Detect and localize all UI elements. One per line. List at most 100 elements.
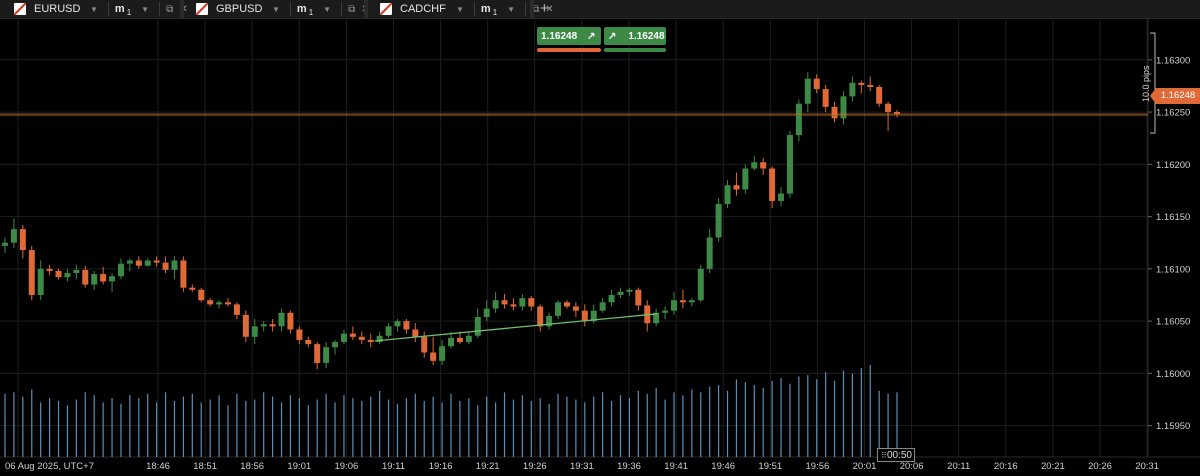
candle xyxy=(91,270,98,290)
tab-symbol: CADCHF xyxy=(400,3,446,15)
time-tick-label: 20:06 xyxy=(900,461,924,472)
timeframe-label[interactable]: m xyxy=(114,3,125,15)
sell-button[interactable]: 1.16248 ↗ xyxy=(537,27,601,45)
candle-body xyxy=(216,302,223,305)
candle-body xyxy=(278,312,285,327)
chevron-down-icon[interactable]: ▼ xyxy=(141,4,150,14)
candle xyxy=(492,291,499,313)
time-tick-label: 20:01 xyxy=(853,461,877,472)
candle-body xyxy=(474,316,481,336)
candle-body xyxy=(786,135,793,194)
candle xyxy=(572,302,579,317)
candle-body xyxy=(849,82,856,97)
price-tick-label: 1.15950 xyxy=(1156,421,1190,432)
candle xyxy=(858,80,865,94)
chevron-down-icon[interactable]: ▼ xyxy=(90,4,98,14)
tab-gbpusd[interactable]: GBPUSD ▼ m 1 ▼ ⧉ ✕ xyxy=(196,0,376,18)
candle-body xyxy=(662,310,669,313)
candle xyxy=(599,298,606,313)
candle xyxy=(885,101,892,131)
candle-body xyxy=(795,103,802,136)
candle-body xyxy=(885,103,892,113)
candle-body xyxy=(572,306,579,311)
chart-tabbar: EURUSD ▼ m 1 ▼ ⧉ ✕ GBPUSD ▼ m 1 ▼ ⧉ ✕ CA… xyxy=(0,0,1200,19)
chevron-down-icon[interactable]: ▼ xyxy=(507,4,516,14)
candle xyxy=(323,342,330,369)
candle xyxy=(430,336,437,366)
chevron-down-icon[interactable]: ▼ xyxy=(323,4,332,14)
candle xyxy=(28,245,35,301)
candle xyxy=(64,268,71,282)
candle-body xyxy=(590,310,597,322)
candle xyxy=(688,298,695,307)
price-tick-label: 1.16250 xyxy=(1156,108,1190,119)
chevron-down-icon[interactable]: ▼ xyxy=(272,4,280,14)
candle xyxy=(671,291,677,315)
candle xyxy=(662,306,669,320)
candle xyxy=(786,130,793,198)
chevron-down-icon[interactable]: ▼ xyxy=(456,4,464,14)
candle-body xyxy=(91,274,98,285)
candle-body xyxy=(394,321,401,327)
candle xyxy=(162,256,169,274)
candle xyxy=(519,293,526,311)
current-price-tag: 1.16248 xyxy=(1150,88,1200,104)
symbol-flag-icon xyxy=(196,3,208,15)
candle-body xyxy=(831,106,838,119)
candle xyxy=(242,310,249,343)
candle-body xyxy=(349,333,356,337)
time-tick-label: 19:36 xyxy=(617,461,641,472)
candle xyxy=(483,300,490,322)
candle-body xyxy=(269,324,276,327)
candle xyxy=(135,256,142,269)
candle xyxy=(742,164,749,194)
candle-body xyxy=(483,308,490,317)
candle xyxy=(813,74,820,94)
time-tick-label: 19:41 xyxy=(664,461,688,472)
add-tab-button[interactable]: + xyxy=(540,0,549,17)
candle xyxy=(581,304,588,327)
candle-body xyxy=(813,78,820,90)
candle xyxy=(474,308,481,338)
candle-body xyxy=(2,242,8,246)
candle xyxy=(653,308,660,327)
close-icon[interactable]: ✕ xyxy=(545,3,554,15)
candlesticks xyxy=(2,72,900,370)
timeframe-label[interactable]: m xyxy=(480,3,491,15)
time-tick-label: 19:26 xyxy=(523,461,547,472)
candle-body xyxy=(760,162,767,169)
candle xyxy=(563,300,570,309)
price-tick-label: 1.16100 xyxy=(1156,264,1190,275)
candle xyxy=(55,268,62,280)
candle xyxy=(260,321,267,332)
candle-body xyxy=(207,300,214,305)
candle xyxy=(82,265,89,288)
candle xyxy=(679,289,686,309)
candle-body xyxy=(117,263,124,277)
detach-icon[interactable]: ⧉ xyxy=(348,3,356,15)
candle xyxy=(367,333,374,348)
candle xyxy=(840,91,847,125)
buy-button[interactable]: ↗ 1.16248 xyxy=(604,27,666,45)
candle xyxy=(46,264,53,276)
candle xyxy=(724,180,731,209)
candle xyxy=(305,336,312,348)
timeframe-label[interactable]: m xyxy=(296,3,307,15)
candle xyxy=(751,155,758,171)
candle-body xyxy=(581,310,588,322)
tab-cadchf[interactable]: CADCHF ▼ m 1 ▼ ⧉ ✕ xyxy=(380,0,560,18)
candle xyxy=(251,319,258,345)
candle xyxy=(340,329,347,345)
candle xyxy=(403,319,410,334)
sell-indicator xyxy=(537,48,601,52)
candle xyxy=(412,323,419,343)
price-tick-label: 1.16050 xyxy=(1156,317,1190,328)
tab-eurusd[interactable]: EURUSD ▼ m 1 ▼ ⧉ ✕ xyxy=(14,0,194,18)
detach-icon[interactable]: ⧉ xyxy=(166,3,174,15)
candle-body xyxy=(358,336,365,340)
candle-body xyxy=(403,321,410,330)
detach-icon[interactable]: ⧉ xyxy=(532,3,540,15)
candle xyxy=(332,339,339,355)
time-tick-label: 19:51 xyxy=(758,461,782,472)
